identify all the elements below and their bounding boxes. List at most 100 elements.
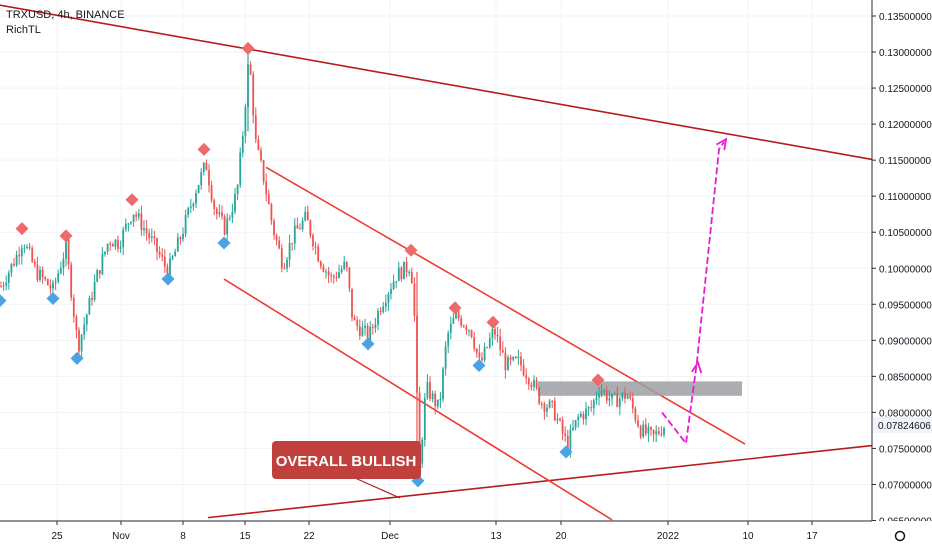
candle-body — [595, 397, 598, 401]
candle-body — [429, 382, 431, 399]
price-axis: 0.13500000 0.13000000 0.12500000 0.12000000… — [871, 0, 932, 550]
candle-body — [377, 310, 379, 325]
time-tick-label: 20 — [555, 531, 567, 542]
projection-path — [661, 137, 728, 446]
candle-body — [182, 233, 184, 240]
candles — [0, 52, 665, 476]
candle-body — [499, 336, 502, 350]
candle-body — [504, 352, 507, 371]
candle-body — [449, 323, 452, 333]
candle-body — [540, 403, 543, 405]
upper-trendline — [0, 4, 873, 161]
time-axis-bg — [0, 521, 932, 550]
price-tick-label: 0.11500000 — [879, 156, 932, 167]
pivot-low-marker — [46, 292, 60, 306]
candle-body — [501, 349, 504, 353]
candle-body — [546, 407, 548, 412]
candle-body — [62, 258, 65, 269]
candle-body — [252, 74, 255, 116]
current-price-label-bg — [873, 417, 932, 434]
candle-body — [244, 107, 247, 136]
candle-body — [358, 326, 361, 337]
candle-body — [408, 271, 411, 273]
price-tick-label: 0.12500000 — [879, 84, 932, 95]
candle-body — [366, 325, 369, 340]
candle-body — [496, 334, 499, 337]
projection-arrowhead — [715, 137, 728, 151]
candle-body — [582, 413, 585, 420]
candle-body — [49, 285, 52, 289]
pivot-low-marker — [361, 337, 375, 351]
candle-body — [356, 320, 359, 327]
candle-body — [140, 213, 143, 231]
candle-body — [637, 420, 639, 427]
candle-body — [93, 281, 96, 300]
candle-body — [179, 237, 182, 240]
annotation-box — [272, 441, 421, 479]
candle-body — [109, 243, 112, 245]
pivot-low-marker — [217, 236, 231, 250]
candle-body — [338, 272, 340, 278]
candle-body — [548, 400, 551, 408]
candle-body — [314, 246, 317, 248]
price-axis-bg — [872, 0, 932, 550]
candle-body — [621, 392, 624, 399]
candle-body — [556, 418, 559, 421]
candle-body — [517, 356, 520, 359]
price-tick-label: 0.09000000 — [879, 336, 932, 347]
candle-body — [265, 181, 268, 195]
time-tick-label: 8 — [180, 531, 186, 542]
pivot-low-marker — [70, 351, 84, 365]
candle-body — [148, 233, 151, 238]
candle-body — [613, 393, 616, 395]
pivot-high-marker — [486, 315, 500, 329]
candle-body — [465, 326, 468, 331]
candle-body — [657, 431, 660, 434]
candle-body — [590, 407, 593, 409]
candle-body — [52, 282, 54, 289]
projection-line — [661, 141, 725, 446]
candle-body — [85, 314, 88, 325]
pivot-low-marker — [472, 359, 486, 373]
candle-body — [132, 214, 135, 222]
candle-body — [254, 115, 257, 140]
candle-body — [470, 330, 473, 338]
candle-body — [215, 208, 218, 214]
candle-body — [122, 229, 125, 248]
candle-body — [364, 325, 366, 328]
candle-body — [288, 242, 291, 260]
pivot-high-marker — [15, 222, 29, 236]
gear-icon[interactable] — [894, 530, 906, 542]
candle-body — [28, 246, 31, 249]
candle-body — [7, 272, 10, 283]
candle-body — [275, 235, 278, 241]
candle-body — [283, 268, 286, 270]
candle-body — [57, 273, 60, 282]
candle-body — [481, 357, 483, 361]
candle-body — [413, 283, 416, 316]
candle-body — [577, 416, 580, 421]
candle-body — [460, 318, 463, 326]
candle-body — [421, 439, 424, 464]
candle-body — [309, 220, 312, 236]
time-axis: 25 Nov 8 15 22 Dec 13 20 2022 10 17 — [0, 520, 932, 550]
time-tick-label: Nov — [112, 531, 130, 542]
candle-body — [72, 297, 75, 317]
candle-body — [527, 378, 530, 385]
pivot-high-marker — [591, 373, 605, 387]
candle-body — [522, 365, 525, 376]
current-price-label: 0.07824606 — [878, 421, 931, 432]
candle-body — [101, 254, 104, 275]
candle-body — [462, 325, 465, 327]
time-tick-label: 2022 — [657, 531, 680, 542]
symbol-line: TRXUSD, 4h, BINANCE — [6, 9, 125, 21]
candle-body — [241, 135, 244, 153]
candle-body — [210, 185, 213, 201]
price-tick-label: 0.13000000 — [879, 48, 932, 59]
candle-body — [332, 276, 335, 278]
candle-body — [166, 266, 169, 278]
candle-body — [379, 310, 382, 312]
price-tick-label: 0.12000000 — [879, 120, 932, 131]
